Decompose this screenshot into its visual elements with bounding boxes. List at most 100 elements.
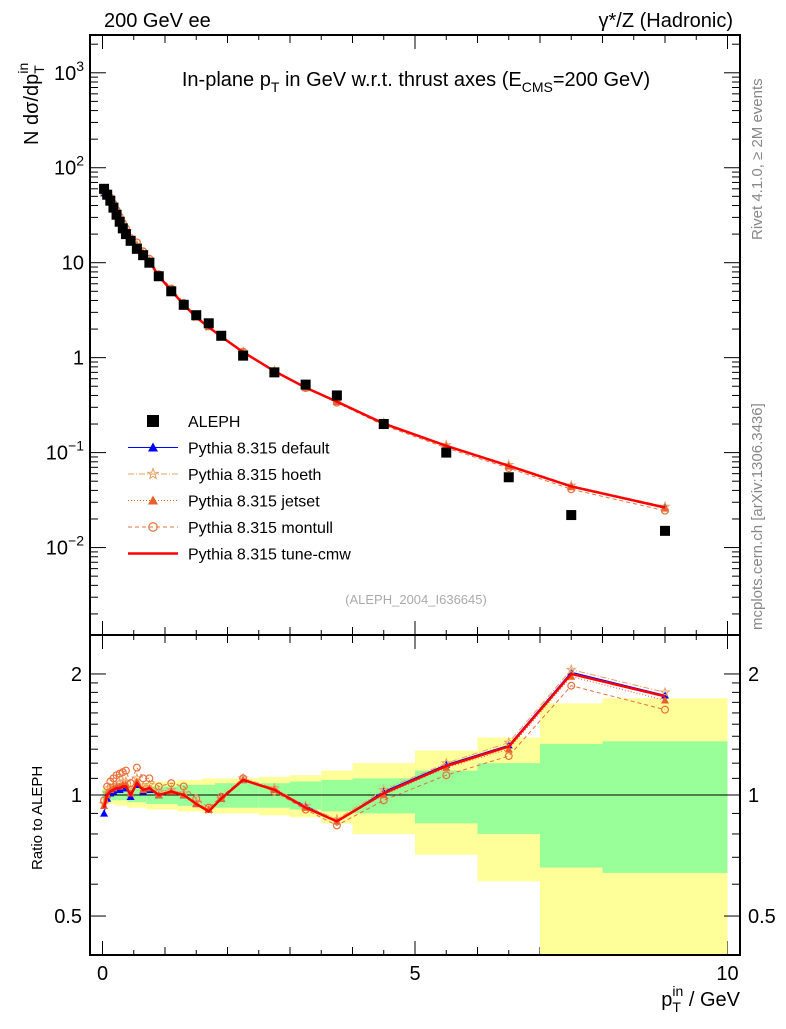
legend-label: Pythia 8.315 jetset [188,494,320,511]
ratio-tick-label: 0.5 [54,906,82,928]
ratio-point [132,763,141,772]
ratio-tick-label-right: 2 [748,664,759,686]
y-tick-label: 102 [54,153,84,180]
ratio-point [239,774,248,783]
ratio-point [504,752,513,761]
x-tick-label: 0 [97,963,108,985]
data-point [203,318,214,329]
legend-label: Pythia 8.315 default [188,441,330,458]
plot-title: In-plane pT in GeV w.r.t. thrust axes (E… [182,69,650,95]
x-tick-label: 10 [716,963,738,985]
legend-marker [148,495,158,505]
ratio-point [660,705,669,714]
ratio-point [442,771,451,780]
data-point [566,510,577,521]
data-point [125,235,136,246]
ratio-point [567,681,576,690]
ratio-point [192,794,201,803]
data-point [117,223,128,234]
analysis-id: (ALEPH_2004_I636645) [345,592,487,607]
ratio-point [565,663,577,675]
ratio-tick-label-right: 1 [748,785,759,807]
data-point [138,250,149,261]
ratio-point [132,777,141,785]
ratio-point [154,782,163,791]
series-line-0 [103,192,666,508]
ratio-tick-label-right: 0.5 [748,906,776,928]
legend-marker [148,442,158,452]
y-tick-label: 10 [62,253,84,275]
data-point [441,447,452,458]
ratio-line-3 [103,685,666,827]
ratio-point [145,774,154,783]
main-plot: 10−2 10−1 1 10 102 103 [46,34,741,955]
ratio-point [179,782,188,791]
legend: ALEPH Pythia 8.315 default Pythia 8.315 ho… [128,414,351,564]
ratio-point [121,766,130,775]
ratio-point [100,809,109,817]
header-left: 200 GeV ee [104,10,211,32]
y-tick-label: 10−2 [46,533,84,560]
legend-label: Pythia 8.315 montull [188,520,333,537]
stat-uncertainty-band [321,779,353,812]
ratio-point [379,796,388,805]
y-tick-label: 1 [73,348,84,370]
stat-uncertainty-band [415,770,478,824]
data-point [178,299,189,310]
stat-uncertainty-band [602,741,728,873]
data-point [108,202,119,213]
data-point [120,229,131,240]
y-tick-label: 103 [54,58,84,85]
legend-label: Pythia 8.315 tune-cmw [188,547,351,564]
legend-marker [146,466,160,480]
y-tick-label: 10−1 [46,438,84,465]
ratio-point [659,686,671,698]
data-point [331,390,342,401]
data-point [111,209,122,220]
series-line-2 [103,191,666,509]
legend-label: Pythia 8.315 hoeth [188,467,321,484]
stat-uncertainty-band [477,763,540,834]
data-point [660,525,670,536]
mcplots-label: mcplots.cern.ch [arXiv:1306.3436] [749,403,766,630]
legend-marker [147,415,159,427]
data-point [378,419,389,430]
data-point [238,350,249,361]
ratio-point [661,696,669,704]
data-point [102,189,113,200]
ratio-plot: 0 5 10 0.5 0.5 1 1 2 2 [54,634,776,985]
data-point [503,472,514,483]
data-point [269,367,280,378]
series-line-1 [103,190,666,508]
data-point [105,195,116,206]
header-right: γ*/Z (Hadronic) [599,10,733,32]
data-point [300,379,311,390]
ratio-tick-label: 2 [71,664,82,686]
data-point [99,183,110,194]
stat-uncertainty-band [540,743,603,868]
legend-marker [148,522,158,532]
ratio-point [167,779,176,788]
data-point [191,310,202,321]
ratio-tick-label: 1 [71,785,82,807]
data-point [144,257,155,268]
ratio-point [126,779,135,788]
data-point [131,243,142,254]
main-frame [89,34,741,636]
data-point [166,286,177,297]
data-point [153,271,164,282]
y-axis-label: N dσ/dpTin [15,63,47,145]
data-point [114,216,125,227]
series-line-3 [103,189,666,512]
series-line-4 [103,190,666,509]
ratio-y-axis-label: Ratio to ALEPH [29,766,46,870]
legend-label: ALEPH [188,414,240,431]
ratio-point [504,745,513,753]
rivet-version-label: Rivet 4.1.0, ≥ 2M events [749,78,766,240]
data-point [216,330,227,341]
x-tick-label: 5 [409,963,420,985]
x-axis-label: pTin / GeV [661,983,740,1015]
ratio-line-4 [102,672,666,823]
